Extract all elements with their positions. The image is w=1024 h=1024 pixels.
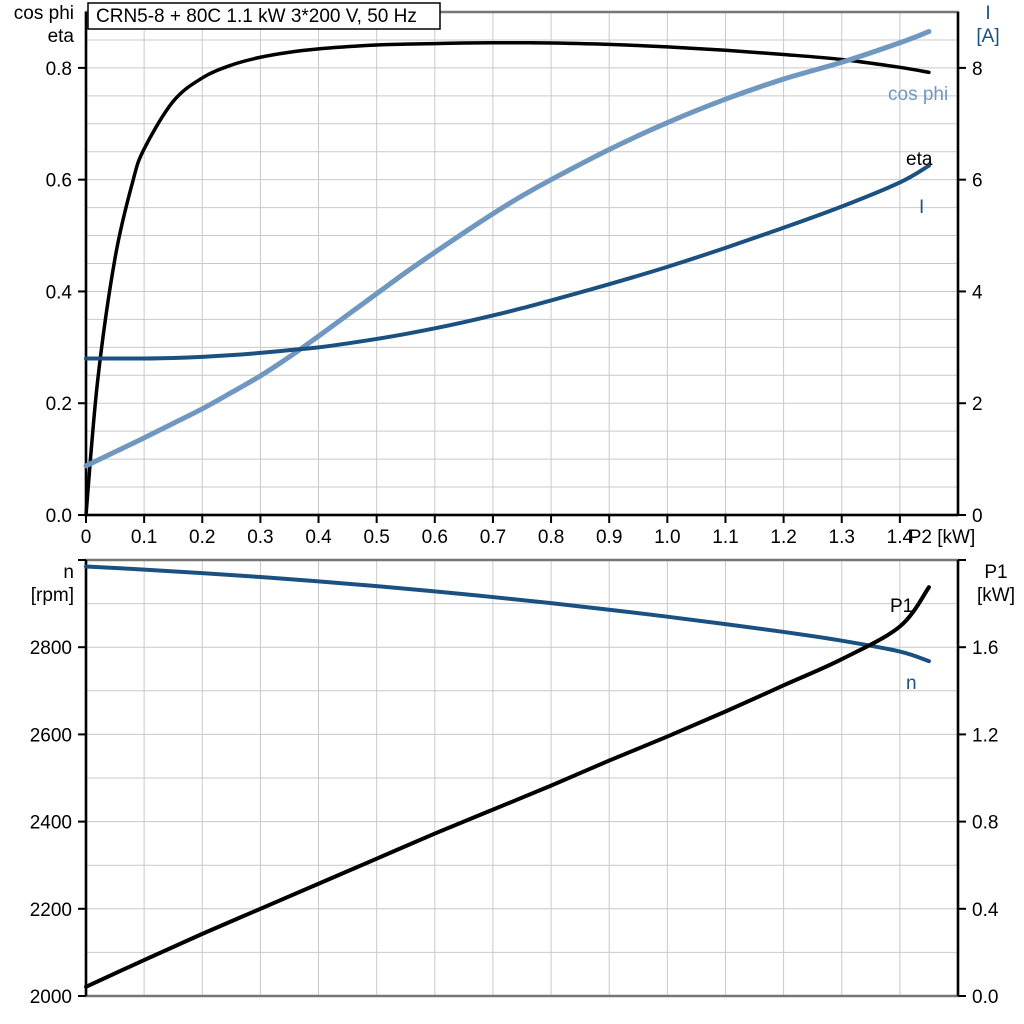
top-curve-cos-phi [83,29,932,469]
top-x-tick-label: 1.2 [770,527,796,548]
top-x-tick-label: 0.2 [189,527,215,548]
top-left-tick-label: 0.0 [46,506,72,527]
top-x-tick-label: 0.3 [247,527,273,548]
bottom-right-axis-title-kw: [kW] [977,585,1015,606]
top-x-tick-label: 1.3 [829,527,855,548]
bottom-curve-P1 [84,585,931,989]
top-curve-I [84,163,931,361]
top-left-axis-title-eta: eta [48,26,75,47]
top-curve-eta [84,40,931,517]
top-right-tick-label: 6 [972,171,983,192]
top-x-tick-label: 1.1 [712,527,738,548]
top-chart-group: 0.0 0.2 0.4 0.6 0.8 0 2 4 6 8 0 0.1 0.2 0.3 0.4 0.5 0.6 0… [46,10,983,548]
top-x-tick-label: 0.7 [480,527,506,548]
top-x-tick-label: 1.0 [654,527,680,548]
bottom-left-tick-label: 2600 [30,725,72,746]
top-left-axis-title-cosphi: cos phi [14,3,74,24]
top-curve-label-i: I [919,197,924,218]
top-left-tick-label: 0.2 [46,394,72,415]
top-curve-label-eta: eta [906,149,933,170]
bottom-right-tick-label: 1.6 [972,638,998,659]
bottom-left-tick-label: 2000 [30,987,72,1008]
top-x-tick-label: 1.4 [887,527,914,548]
top-x-axis-title: P2 [kW] [909,527,976,548]
top-x-tick-label: 0.8 [538,527,564,548]
chart-title: CRN5-8 + 80C 1.1 kW 3*200 V, 50 Hz [96,6,417,27]
top-x-tick-label: 0.6 [422,527,448,548]
title-box [87,2,441,30]
bottom-left-axis-title-n: n [63,562,74,583]
bottom-curve-n [84,564,931,664]
bottom-right-axis-title-p1: P1 [984,562,1007,583]
bottom-right-tick-label: 0.8 [972,813,998,834]
top-right-axis-title-amp: [A] [976,26,999,47]
top-x-tick-label: 0.9 [596,527,622,548]
top-x-tick-label: 0.1 [131,527,157,548]
top-right-tick-label: 4 [972,282,983,303]
bottom-left-tick-label: 2200 [30,900,72,921]
top-x-tick-label: 0.5 [363,527,389,548]
bottom-curve-label-n: n [906,673,917,694]
bottom-right-tick-label: 0.4 [972,900,999,921]
top-left-tick-label: 0.6 [46,171,72,192]
bottom-right-tick-label: 0.0 [972,987,998,1008]
top-curve-label-cosphi: cos phi [888,84,948,105]
top-right-tick-label: 2 [972,394,983,415]
top-right-tick-label: 8 [972,59,983,80]
top-x-tick-label: 0.4 [305,527,332,548]
bottom-left-axis-title-rpm: [rpm] [31,585,74,606]
bottom-chart-group: 2000 2200 2400 2600 2800 0.0 0.4 0.8 1.2 1.6 [30,558,999,1008]
top-right-axis-title-i: I [985,3,990,24]
top-x-tick-label: 0 [81,527,92,548]
top-left-tick-label: 0.8 [46,59,72,80]
top-right-tick-label: 0 [972,506,983,527]
top-left-tick-label: 0.4 [46,282,73,303]
bottom-right-tick-label: 1.2 [972,725,998,746]
bottom-left-tick-label: 2800 [30,638,72,659]
bottom-left-tick-label: 2400 [30,813,72,834]
bottom-curve-label-p1: P1 [890,596,913,617]
